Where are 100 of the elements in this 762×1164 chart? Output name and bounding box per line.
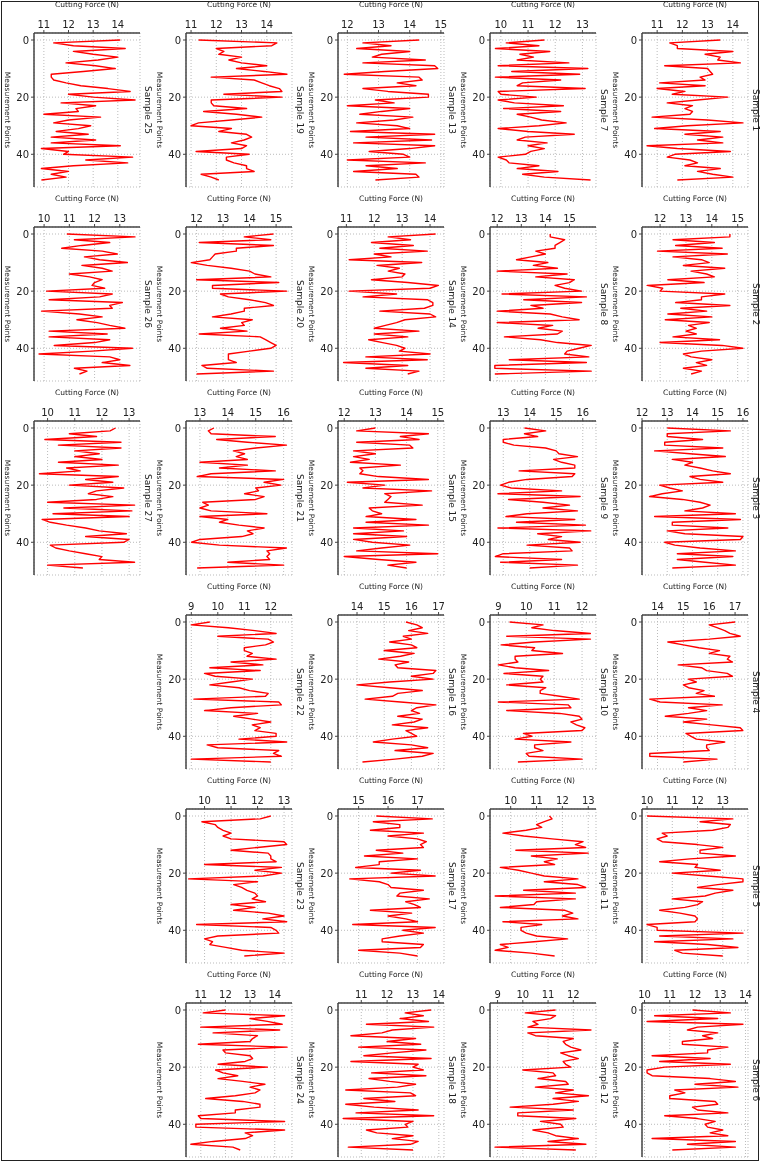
x-tick-label: 16 xyxy=(381,795,395,806)
x-tick-label: 10 xyxy=(504,795,518,806)
x-tick-label: 14 xyxy=(221,407,235,418)
x-tick-label: 15 xyxy=(377,601,391,612)
y-tick-label: 20 xyxy=(624,1061,637,1073)
x-tick-label: 14 xyxy=(726,19,740,30)
x-tick-label: 10 xyxy=(494,19,508,30)
x-tick-label: 13 xyxy=(406,989,420,1000)
y-tick-label: 40 xyxy=(472,730,485,742)
y-tick-label: 20 xyxy=(168,867,181,879)
x-tick-label: 14 xyxy=(651,601,664,612)
x-tick-label: 12 xyxy=(566,989,580,1000)
y-tick-label: 0 xyxy=(326,810,333,822)
text: Sample 23 xyxy=(295,860,305,913)
x-tick-label: 17 xyxy=(728,601,742,612)
y-tick-label: 0 xyxy=(174,34,181,46)
x-tick-label: 12 xyxy=(575,601,589,612)
y-tick-label: 40 xyxy=(320,730,333,742)
x-tick-label: 12 xyxy=(380,989,394,1000)
y-tick-label: 20 xyxy=(168,91,181,103)
x-tick-label: 15 xyxy=(731,213,745,224)
y-tick-label: 0 xyxy=(326,1004,333,1016)
y-tick-label: 20 xyxy=(320,1061,333,1073)
y-tick-label: 20 xyxy=(472,867,485,879)
y-tick-label: 0 xyxy=(174,422,181,434)
x-tick-label: 15 xyxy=(434,19,448,30)
y-tick-label: 0 xyxy=(478,810,485,822)
x-tick-label: 16 xyxy=(576,407,590,418)
x-tick-label: 10 xyxy=(198,795,211,806)
y-tick-label: 20 xyxy=(168,1061,181,1073)
x-tick-label: 14 xyxy=(739,989,752,1000)
x-tick-label: 12 xyxy=(251,795,264,806)
text: Sample 17 xyxy=(447,860,457,913)
y-tick-label: 40 xyxy=(624,342,637,354)
x-tick-label: 10 xyxy=(211,601,225,612)
y-tick-label: 20 xyxy=(320,285,333,297)
y-tick-label: 40 xyxy=(168,342,181,354)
x-tick-label: 11 xyxy=(530,795,543,806)
text: Sample 11 xyxy=(599,860,609,913)
text: Sample 22 xyxy=(295,666,305,719)
y-tick-label: 0 xyxy=(174,810,181,822)
x-tick-label: 12 xyxy=(688,989,702,1000)
x-tick-label: 14 xyxy=(260,19,274,30)
x-tick-label: 11 xyxy=(547,601,561,612)
y-tick-label: 0 xyxy=(22,34,29,46)
y-tick-label: 40 xyxy=(624,536,637,548)
x-tick-label: 14 xyxy=(686,407,699,418)
x-tick-label: 10 xyxy=(37,213,51,224)
y-tick-label: 20 xyxy=(168,285,181,297)
y-tick-label: 20 xyxy=(624,673,637,685)
x-tick-label: 14 xyxy=(539,213,552,224)
y-tick-label: 0 xyxy=(630,422,637,434)
y-tick-label: 0 xyxy=(630,810,637,822)
y-tick-label: 40 xyxy=(624,148,637,160)
y-tick-label: 40 xyxy=(320,1118,333,1130)
x-tick-label: 14 xyxy=(423,213,437,224)
y-tick-label: 40 xyxy=(320,148,333,160)
x-tick-label: 12 xyxy=(190,213,203,224)
y-tick-label: 20 xyxy=(320,867,333,879)
text: Sample 10 xyxy=(599,666,609,719)
y-tick-label: 0 xyxy=(478,616,485,628)
x-tick-label: 9 xyxy=(494,989,501,1000)
x-tick-label: 11 xyxy=(340,213,353,224)
text: Sample 9 xyxy=(599,475,609,522)
x-tick-label: 14 xyxy=(705,213,719,224)
x-tick-label: 12 xyxy=(556,795,569,806)
x-tick-label: 11 xyxy=(665,795,679,806)
text: Sample 27 xyxy=(143,472,153,525)
x-tick-label: 11 xyxy=(354,989,368,1000)
y-tick-label: 20 xyxy=(472,91,485,103)
y-tick-label: 0 xyxy=(630,616,637,628)
x-tick-label: 14 xyxy=(400,407,413,418)
x-tick-label: 11 xyxy=(184,19,198,30)
x-tick-label: 14 xyxy=(523,407,537,418)
text: Sample 25 xyxy=(143,84,153,137)
y-tick-label: 20 xyxy=(472,1061,485,1073)
y-tick-label: 20 xyxy=(472,479,485,491)
y-tick-label: 0 xyxy=(22,422,29,434)
x-tick-label: 10 xyxy=(41,407,54,418)
x-tick-label: 13 xyxy=(716,795,730,806)
x-tick-label: 15 xyxy=(563,213,576,224)
y-tick-label: 40 xyxy=(168,730,181,742)
y-tick-label: 0 xyxy=(478,34,485,46)
x-tick-label: 13 xyxy=(369,407,382,418)
x-tick-label: 13 xyxy=(395,213,409,224)
y-tick-label: 20 xyxy=(472,673,485,685)
y-tick-label: 40 xyxy=(16,148,29,160)
x-tick-label: 10 xyxy=(640,795,654,806)
x-tick-label: 12 xyxy=(340,19,354,30)
x-tick-label: 13 xyxy=(86,19,100,30)
x-tick-label: 13 xyxy=(372,19,385,30)
x-tick-label: 13 xyxy=(679,213,693,224)
x-tick-label: 11 xyxy=(650,19,664,30)
y-tick-label: 40 xyxy=(320,342,333,354)
text: Sample 26 xyxy=(143,278,153,331)
text: Sample 8 xyxy=(599,281,609,328)
y-tick-label: 20 xyxy=(320,91,333,103)
x-tick-label: 12 xyxy=(676,19,689,30)
x-tick-label: 11 xyxy=(237,601,251,612)
x-tick-label: 15 xyxy=(352,795,365,806)
